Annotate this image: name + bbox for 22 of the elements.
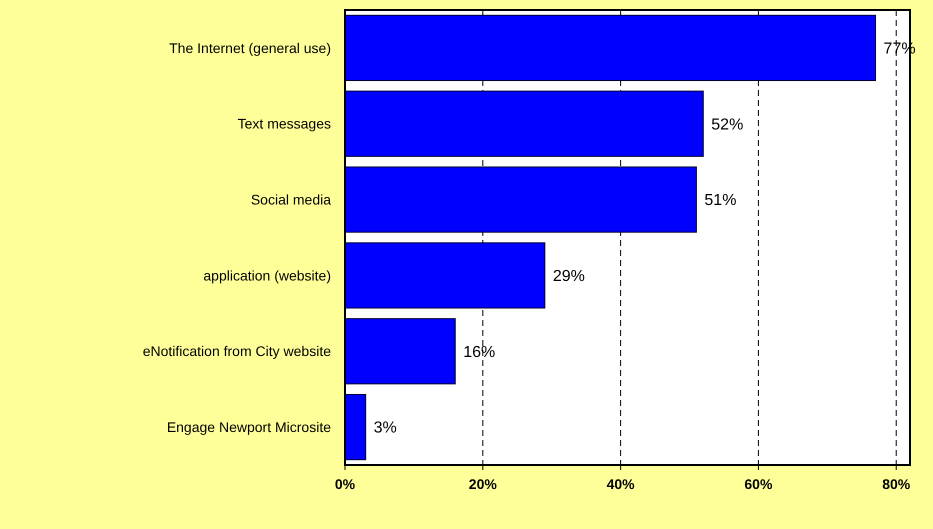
data-label: 52% [711,116,744,134]
x-tick-label: 60% [744,476,773,492]
y-tick-label: The Internet (general use) [169,40,331,56]
bar [344,14,876,82]
x-tick-label: 0% [334,476,356,492]
y-tick-label: eNotification from City website [142,343,332,360]
bar [344,242,546,309]
data-label: 51% [704,192,736,210]
data-label: 16% [463,344,496,361]
bar [344,318,456,384]
data-label: 29% [552,268,585,286]
x-tick-label: 80% [882,476,911,492]
y-tick-label: Text messages [238,116,331,132]
x-tick-label: 20% [468,476,498,492]
y-tick-label: application (website) [203,267,331,284]
bar [344,394,366,460]
bar [344,90,704,157]
y-tick-label: Social media [250,191,332,208]
data-label: 3% [374,420,397,437]
x-tick-label: 40% [606,476,636,492]
y-tick-label: Engage Newport Microsite [166,418,332,435]
bar [344,166,697,233]
